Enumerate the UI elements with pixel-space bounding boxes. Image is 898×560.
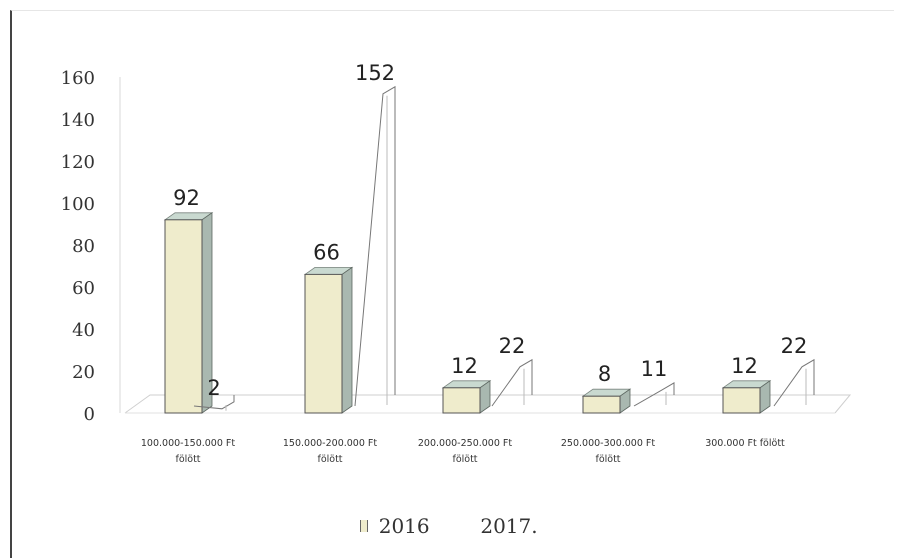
bar-2016 — [304, 273, 343, 414]
x-category-label: 200.000-250.000 Ft — [418, 438, 512, 449]
data-label-2017: 11 — [641, 357, 668, 381]
y-tick-label: 60 — [72, 278, 95, 299]
data-label-2016: 92 — [173, 186, 200, 210]
data-label-2017: 22 — [499, 334, 526, 358]
data-label-2016: 66 — [313, 240, 340, 264]
bar-2017 — [633, 382, 675, 407]
x-category-label: 100.000-150.000 Ft — [141, 438, 235, 449]
x-category-label: 250.000-300.000 Ft — [561, 438, 655, 449]
bar-2016 — [582, 395, 621, 414]
data-label-2017: 22 — [781, 334, 808, 358]
x-category-label: fölött — [595, 454, 620, 465]
bar-2016 — [442, 387, 481, 414]
bar-2016-side — [341, 266, 353, 414]
y-tick-label: 80 — [72, 236, 95, 257]
y-tick-label: 160 — [61, 68, 95, 89]
x-category-label: 300.000 Ft fölött — [705, 438, 785, 449]
y-tick-label: 20 — [72, 362, 95, 383]
y-tick-label: 100 — [61, 194, 95, 215]
bar-2017 — [491, 358, 533, 407]
x-category-label: fölött — [317, 454, 342, 465]
y-tick-label: 120 — [61, 152, 95, 173]
x-category-label: fölött — [452, 454, 477, 465]
y-tick-label: 140 — [61, 110, 95, 131]
bar-2017 — [354, 85, 396, 407]
legend: 2016 2017. — [0, 512, 898, 538]
x-category-label: fölött — [175, 454, 200, 465]
bar-2017 — [773, 358, 815, 407]
legend-swatch-2016 — [360, 519, 369, 532]
legend-label-2017: 2017. — [480, 513, 538, 538]
data-label-2016: 12 — [451, 354, 478, 378]
data-label-2016: 12 — [731, 354, 758, 378]
data-label-2016: 8 — [598, 362, 611, 386]
legend-label-2016: 2016 — [378, 513, 430, 538]
x-category-label: 150.000-200.000 Ft — [283, 438, 377, 449]
bar-2017 — [193, 395, 235, 410]
y-tick-label: 0 — [84, 404, 95, 425]
data-label-2017: 152 — [355, 61, 395, 85]
data-label-2017: 2 — [207, 376, 220, 400]
bar-2016 — [722, 387, 761, 414]
bar-2016 — [164, 219, 203, 414]
legend-swatch-2017 — [464, 520, 470, 532]
chart-frame — [10, 10, 894, 558]
y-tick-label: 40 — [72, 320, 95, 341]
